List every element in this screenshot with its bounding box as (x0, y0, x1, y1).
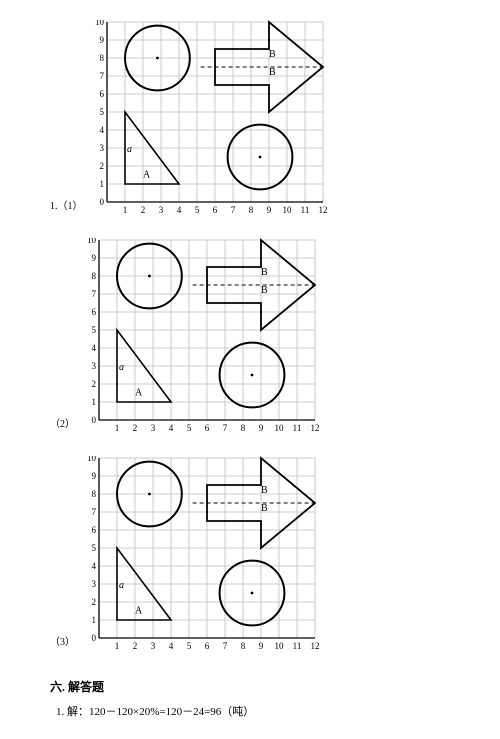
svg-text:A: A (135, 606, 143, 617)
svg-text:a: a (119, 362, 124, 373)
svg-text:1: 1 (92, 615, 97, 625)
svg-text:1: 1 (92, 397, 97, 407)
svg-text:2: 2 (99, 161, 104, 171)
svg-text:7: 7 (223, 641, 228, 651)
svg-text:a: a (127, 144, 132, 155)
svg-text:8: 8 (241, 641, 246, 651)
svg-text:2: 2 (140, 205, 145, 215)
svg-text:6: 6 (205, 641, 210, 651)
fig2-label: （2） (50, 415, 75, 430)
svg-text:12: 12 (311, 641, 320, 651)
svg-text:0: 0 (99, 197, 104, 207)
svg-text:0: 0 (92, 415, 97, 425)
svg-text:11: 11 (300, 205, 309, 215)
svg-text:6: 6 (92, 307, 97, 317)
svg-text:6: 6 (205, 423, 210, 433)
svg-text:1: 1 (115, 641, 120, 651)
svg-text:10: 10 (275, 423, 285, 433)
svg-text:8: 8 (92, 489, 97, 499)
svg-text:3: 3 (99, 143, 104, 153)
svg-text:0: 0 (92, 633, 97, 643)
svg-text:3: 3 (158, 205, 163, 215)
fig3-label: （3） (50, 633, 75, 648)
svg-text:6: 6 (212, 205, 217, 215)
svg-text:11: 11 (293, 641, 302, 651)
svg-text:5: 5 (92, 543, 97, 553)
svg-text:6: 6 (99, 89, 104, 99)
svg-text:8: 8 (92, 271, 97, 281)
svg-text:9: 9 (259, 641, 264, 651)
svg-text:12: 12 (318, 205, 327, 215)
svg-text:11: 11 (293, 423, 302, 433)
svg-text:8: 8 (248, 205, 253, 215)
svg-text:4: 4 (92, 561, 97, 571)
svg-text:7: 7 (92, 289, 97, 299)
svg-text:5: 5 (187, 641, 192, 651)
svg-text:B: B (269, 67, 276, 78)
svg-text:B: B (261, 503, 268, 514)
svg-text:5: 5 (99, 107, 104, 117)
svg-text:9: 9 (92, 471, 97, 481)
svg-text:3: 3 (151, 423, 156, 433)
svg-text:4: 4 (176, 205, 181, 215)
svg-text:8: 8 (99, 53, 104, 63)
svg-text:5: 5 (92, 325, 97, 335)
svg-text:10: 10 (95, 20, 105, 27)
svg-text:3: 3 (92, 579, 97, 589)
svg-text:B: B (261, 485, 268, 496)
svg-text:9: 9 (259, 423, 264, 433)
answer-1: 1. 解：120－120×20%=120－24=96（吨） (56, 703, 450, 719)
svg-text:4: 4 (92, 343, 97, 353)
svg-text:1: 1 (99, 179, 104, 189)
svg-text:5: 5 (194, 205, 199, 215)
svg-text:B: B (261, 285, 268, 296)
svg-text:7: 7 (92, 507, 97, 517)
svg-text:2: 2 (133, 641, 138, 651)
svg-text:A: A (143, 170, 151, 181)
svg-text:3: 3 (92, 361, 97, 371)
svg-text:10: 10 (87, 238, 97, 245)
svg-text:2: 2 (92, 379, 97, 389)
svg-text:9: 9 (92, 253, 97, 263)
svg-text:1: 1 (122, 205, 127, 215)
svg-text:5: 5 (187, 423, 192, 433)
svg-text:3: 3 (151, 641, 156, 651)
svg-text:6: 6 (92, 525, 97, 535)
grid-figure-2: 012345678910123456789101112aABB (81, 238, 319, 436)
svg-text:10: 10 (87, 456, 97, 463)
svg-text:a: a (119, 580, 124, 591)
svg-text:10: 10 (275, 641, 285, 651)
svg-text:2: 2 (92, 597, 97, 607)
svg-text:B: B (261, 267, 268, 278)
svg-text:1: 1 (115, 423, 120, 433)
svg-text:7: 7 (230, 205, 235, 215)
grid-figure-1: 012345678910123456789101112aABB (89, 20, 327, 218)
svg-text:2: 2 (133, 423, 138, 433)
svg-text:7: 7 (223, 423, 228, 433)
svg-text:A: A (135, 388, 143, 399)
svg-text:4: 4 (99, 125, 104, 135)
svg-text:10: 10 (282, 205, 292, 215)
svg-text:7: 7 (99, 71, 104, 81)
svg-text:B: B (269, 49, 276, 60)
svg-text:9: 9 (99, 35, 104, 45)
svg-text:12: 12 (311, 423, 320, 433)
svg-text:4: 4 (169, 423, 174, 433)
svg-text:8: 8 (241, 423, 246, 433)
grid-figure-3: 012345678910123456789101112aABB (81, 456, 319, 654)
fig1-label: 1.（1） (50, 197, 83, 212)
svg-text:4: 4 (169, 641, 174, 651)
section-heading: 六. 解答题 (50, 678, 450, 695)
svg-text:9: 9 (266, 205, 271, 215)
